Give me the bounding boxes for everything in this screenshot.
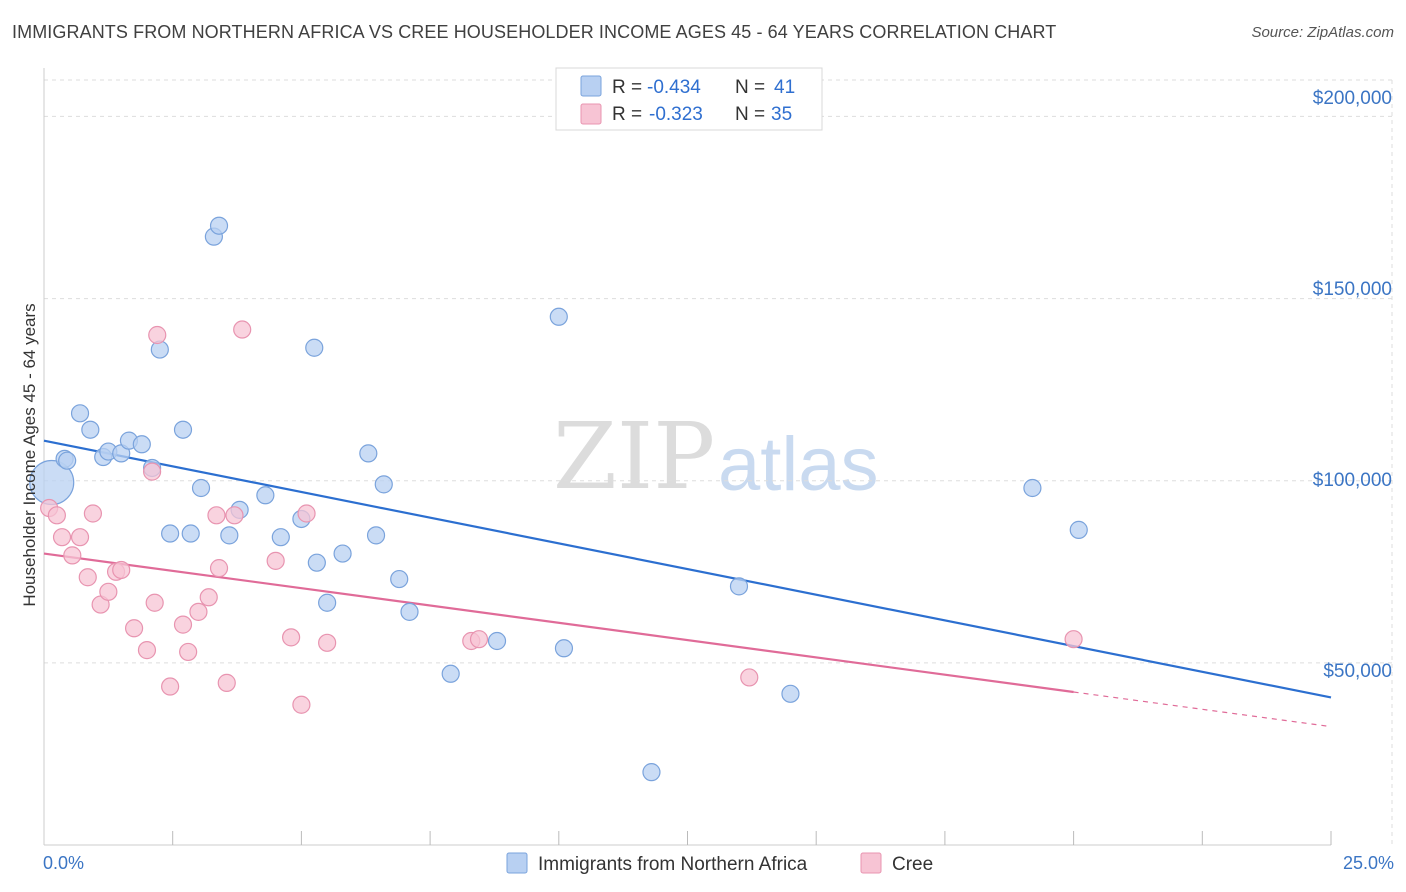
point-cree-16 [161, 677, 180, 696]
point-cree-2 [52, 528, 72, 547]
point-cree-20 [199, 588, 218, 607]
point-immigrants-30 [400, 602, 419, 621]
point-cree-15 [148, 325, 167, 345]
point-cree-23 [217, 673, 236, 692]
bottom-legend: Immigrants from Northern Africa Cree [506, 852, 933, 875]
watermark: ZIP atlas [553, 403, 879, 510]
bottom-legend-swatch-pink [860, 852, 882, 874]
source-credit: Source: ZipAtlas.com [1251, 24, 1394, 41]
legend-n-value-2: 35 [771, 104, 792, 125]
legend-swatch-blue [580, 75, 602, 97]
point-immigrants-37 [781, 684, 800, 703]
point-cree-17 [173, 615, 193, 634]
point-immigrants-24 [318, 593, 337, 612]
point-immigrants-40 [58, 451, 77, 470]
point-cree-1 [47, 506, 66, 525]
point-immigrants-39 [1069, 520, 1088, 539]
point-cree-30 [318, 633, 337, 652]
point-cree-28 [292, 695, 311, 714]
point-immigrants-8 [132, 435, 151, 454]
point-cree-29 [297, 504, 316, 523]
point-cree-34 [1064, 630, 1083, 649]
legend-r-value-2: -0.323 [649, 104, 703, 125]
legend-r-label-1: R = [612, 77, 642, 98]
point-immigrants-2 [70, 404, 90, 423]
bottom-legend-swatch-blue [506, 852, 528, 874]
legend-n-label-2: N = [735, 104, 765, 125]
point-immigrants-25 [333, 544, 352, 563]
point-immigrants-32 [487, 631, 507, 651]
point-immigrants-33 [549, 307, 568, 326]
point-cree-21 [207, 506, 226, 525]
legend-n-value-1: 41 [774, 77, 795, 98]
point-cree-11 [124, 619, 144, 638]
trend-line-cree [43, 552, 1074, 694]
point-immigrants-14 [191, 478, 211, 498]
point-immigrants-28 [374, 475, 393, 494]
point-cree-33 [740, 668, 759, 687]
point-cree-27 [282, 628, 301, 647]
y-axis-label: Householder Income Ages 45 - 64 years [20, 303, 39, 606]
point-immigrants-23 [307, 553, 326, 572]
bottom-legend-label-pink: Cree [892, 854, 933, 875]
y-tick-label-50k: $50,000 [1323, 661, 1392, 682]
point-cree-25 [233, 320, 252, 339]
trend-lines [43, 439, 1332, 728]
point-cree-24 [225, 506, 244, 525]
legend-r-value-1: -0.434 [647, 77, 701, 98]
legend-n-label-1: N = [735, 77, 765, 98]
point-cree-4 [70, 528, 90, 547]
y-tick-label-150k: $150,000 [1313, 279, 1392, 300]
point-immigrants-35 [642, 763, 661, 782]
legend-r-label-2: R = [612, 104, 642, 125]
point-cree-13 [143, 462, 162, 481]
point-cree-32 [469, 630, 489, 649]
point-immigrants-36 [729, 577, 749, 596]
point-immigrants-29 [390, 569, 409, 589]
x-tick-label-min: 0.0% [43, 853, 84, 873]
y-tick-label-200k: $200,000 [1313, 88, 1392, 109]
point-immigrants-22 [305, 338, 324, 357]
point-immigrants-19 [256, 486, 275, 505]
point-immigrants-38 [1023, 478, 1042, 498]
point-immigrants-34 [554, 639, 574, 658]
point-cree-5 [78, 568, 97, 587]
point-immigrants-11 [161, 524, 180, 543]
legend-box: R = -0.434 N = 41 R = -0.323 N = 35 [555, 67, 823, 131]
point-immigrants-27 [366, 526, 386, 545]
data-points [29, 216, 1088, 782]
watermark-zip: ZIP [553, 403, 715, 510]
y-tick-label-100k: $100,000 [1313, 470, 1392, 491]
point-immigrants-26 [359, 444, 378, 463]
point-immigrants-20 [271, 528, 290, 547]
point-immigrants-16 [209, 216, 229, 235]
axis-ticks [172, 831, 1332, 845]
point-cree-10 [112, 560, 131, 580]
point-cree-26 [266, 551, 285, 570]
point-cree-19 [189, 602, 208, 621]
trend-line-cree-extension [1073, 691, 1332, 728]
point-cree-12 [137, 641, 157, 660]
point-cree-8 [99, 582, 118, 601]
point-immigrants-3 [81, 420, 100, 439]
point-cree-6 [83, 504, 103, 523]
point-immigrants-31 [441, 664, 460, 683]
x-tick-label-max: 25.0% [1343, 853, 1394, 873]
point-cree-22 [209, 559, 229, 578]
point-immigrants-12 [173, 420, 193, 439]
point-cree-14 [145, 593, 164, 612]
chart-title: IMMIGRANTS FROM NORTHERN AFRICA VS CREE … [12, 22, 1057, 42]
point-immigrants-17 [220, 526, 239, 545]
watermark-atlas: atlas [718, 422, 879, 507]
trend-line-immigrants [43, 439, 1332, 699]
point-immigrants-13 [181, 524, 200, 543]
legend-swatch-pink [580, 103, 602, 125]
point-cree-3 [63, 546, 82, 565]
bottom-legend-label-blue: Immigrants from Northern Africa [538, 854, 808, 875]
point-cree-18 [179, 642, 198, 662]
